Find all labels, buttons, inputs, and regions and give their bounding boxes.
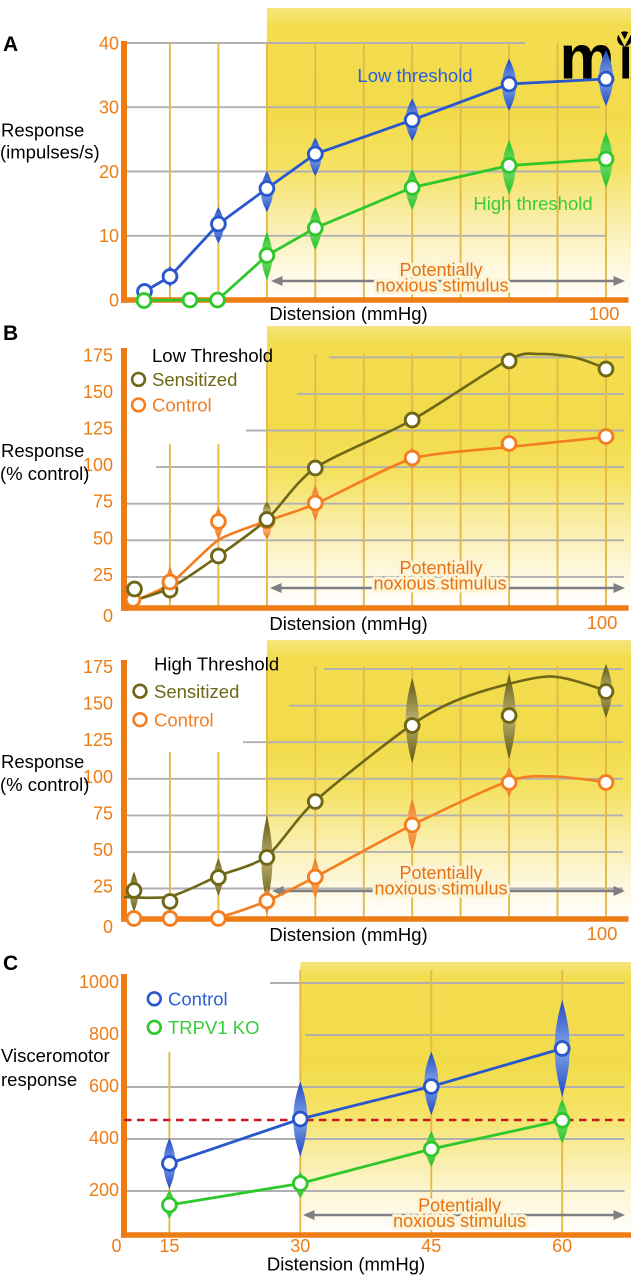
svg-text:(impulses/s): (impulses/s) xyxy=(0,142,100,163)
svg-text:Potentially: Potentially xyxy=(418,1196,501,1216)
svg-text:0: 0 xyxy=(103,917,113,937)
svg-text:response: response xyxy=(1,1069,77,1090)
svg-text:Distension (mmHg): Distension (mmHg) xyxy=(269,303,427,324)
svg-text:Control: Control xyxy=(168,989,228,1010)
svg-text:0: 0 xyxy=(111,1236,121,1256)
svg-text:0: 0 xyxy=(103,606,113,626)
svg-text:125: 125 xyxy=(83,419,113,439)
svg-text:Control: Control xyxy=(154,710,214,731)
svg-text:800: 800 xyxy=(89,1024,119,1044)
svg-text:A: A xyxy=(3,33,18,56)
svg-text:50: 50 xyxy=(93,840,113,860)
svg-text:noxious stimulus: noxious stimulus xyxy=(373,574,506,594)
svg-text:100: 100 xyxy=(587,612,618,633)
svg-text:Distension (mmHg): Distension (mmHg) xyxy=(267,1254,425,1275)
svg-text:400: 400 xyxy=(89,1128,119,1148)
svg-text:(% control): (% control) xyxy=(0,774,89,795)
svg-text:175: 175 xyxy=(83,657,113,677)
svg-text:Distension (mmHg): Distension (mmHg) xyxy=(269,613,427,634)
svg-text:Sensitized: Sensitized xyxy=(154,681,239,702)
svg-text:Potentially: Potentially xyxy=(399,863,482,883)
svg-text:200: 200 xyxy=(89,1180,119,1200)
svg-text:100: 100 xyxy=(589,303,620,324)
svg-text:150: 150 xyxy=(83,382,113,402)
svg-text:noxious stimulus: noxious stimulus xyxy=(375,276,508,296)
svg-text:(% control): (% control) xyxy=(0,463,89,484)
svg-text:100: 100 xyxy=(83,455,113,475)
svg-text:30: 30 xyxy=(290,1236,310,1256)
svg-text:High threshold: High threshold xyxy=(473,193,592,214)
svg-text:10: 10 xyxy=(99,226,119,246)
svg-text:1000: 1000 xyxy=(79,972,119,992)
svg-text:Potentially: Potentially xyxy=(399,558,482,578)
svg-text:40: 40 xyxy=(99,33,119,53)
svg-text:noxious stimulus: noxious stimulus xyxy=(374,879,507,899)
svg-text:20: 20 xyxy=(99,162,119,182)
svg-text:Visceromotor: Visceromotor xyxy=(1,1045,110,1066)
svg-text:Distension (mmHg): Distension (mmHg) xyxy=(269,924,427,945)
svg-text:150: 150 xyxy=(83,694,113,714)
svg-text:100: 100 xyxy=(587,923,618,944)
svg-text:B: B xyxy=(3,322,18,345)
svg-text:45: 45 xyxy=(421,1236,441,1256)
svg-text:Low threshold: Low threshold xyxy=(357,65,472,86)
svg-text:Low Threshold: Low Threshold xyxy=(152,345,273,366)
svg-text:Response: Response xyxy=(1,120,84,141)
svg-text:75: 75 xyxy=(93,803,113,823)
svg-text:600: 600 xyxy=(89,1076,119,1096)
svg-text:15: 15 xyxy=(159,1236,179,1256)
svg-text:Sensitized: Sensitized xyxy=(152,369,237,390)
svg-text:100: 100 xyxy=(83,767,113,787)
svg-text:TRPV1 KO: TRPV1 KO xyxy=(168,1017,260,1038)
svg-text:125: 125 xyxy=(83,730,113,750)
svg-text:30: 30 xyxy=(99,98,119,118)
svg-text:noxious stimulus: noxious stimulus xyxy=(393,1211,526,1231)
svg-text:25: 25 xyxy=(93,565,113,585)
svg-text:60: 60 xyxy=(552,1236,572,1256)
svg-text:0: 0 xyxy=(109,290,119,310)
svg-text:Potentially: Potentially xyxy=(399,260,482,280)
svg-text:Response: Response xyxy=(1,751,84,772)
svg-text:50: 50 xyxy=(93,528,113,548)
svg-text:C: C xyxy=(3,952,18,975)
svg-text:Control: Control xyxy=(152,395,212,416)
svg-text:High Threshold: High Threshold xyxy=(154,654,279,675)
svg-text:Response: Response xyxy=(1,440,84,461)
svg-text:25: 25 xyxy=(93,877,113,897)
svg-text:75: 75 xyxy=(93,492,113,512)
svg-text:175: 175 xyxy=(83,345,113,365)
